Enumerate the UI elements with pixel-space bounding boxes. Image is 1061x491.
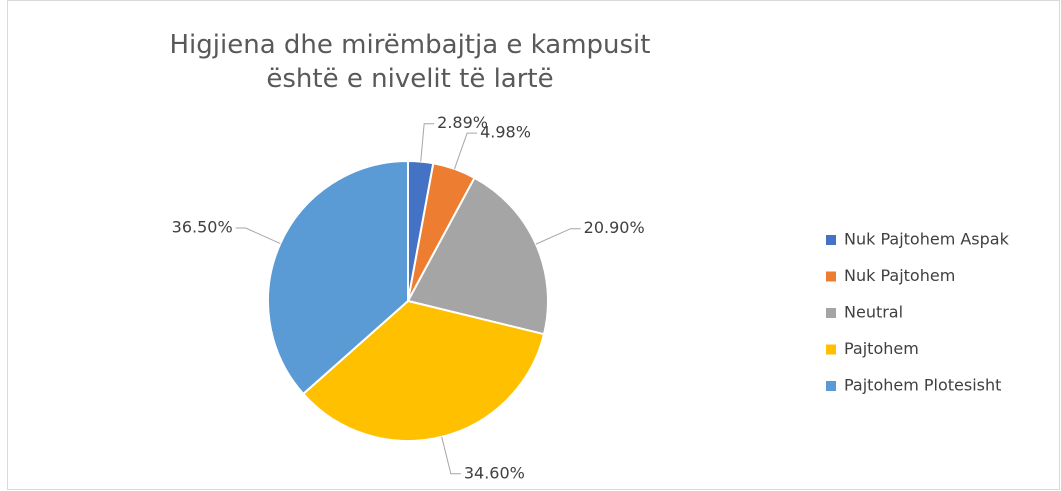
data-label: 20.90%	[584, 218, 645, 237]
leader-line	[420, 123, 435, 162]
leader-line	[235, 227, 281, 245]
legend-swatch	[826, 308, 836, 318]
legend-label: Nuk Pajtohem Aspak	[844, 230, 1010, 249]
pie-slice	[406, 176, 549, 336]
data-label: 2.89%	[437, 113, 488, 132]
legend-label: Pajtohem	[844, 339, 919, 358]
leader-line	[535, 228, 581, 245]
legend-label: Nuk Pajtohem	[844, 266, 955, 285]
pie-slice	[267, 159, 409, 396]
legend-swatch	[826, 235, 836, 245]
legend-swatch	[826, 381, 836, 391]
chart-frame	[7, 0, 1060, 490]
leader-line	[441, 436, 461, 475]
data-label: 34.60%	[464, 463, 525, 482]
legend-swatch	[826, 271, 836, 282]
chart-title: Higjiena dhe mirëmbajtja e kampusit ësht…	[169, 30, 651, 94]
data-label: 4.98%	[480, 123, 531, 142]
pie-slice	[301, 299, 546, 442]
legend-swatch	[826, 344, 836, 355]
legend-label: Pajtohem Plotesisht	[844, 376, 1001, 395]
data-label: 36.50%	[172, 217, 233, 236]
leader-line	[454, 132, 478, 170]
legend-label: Neutral	[844, 303, 903, 322]
